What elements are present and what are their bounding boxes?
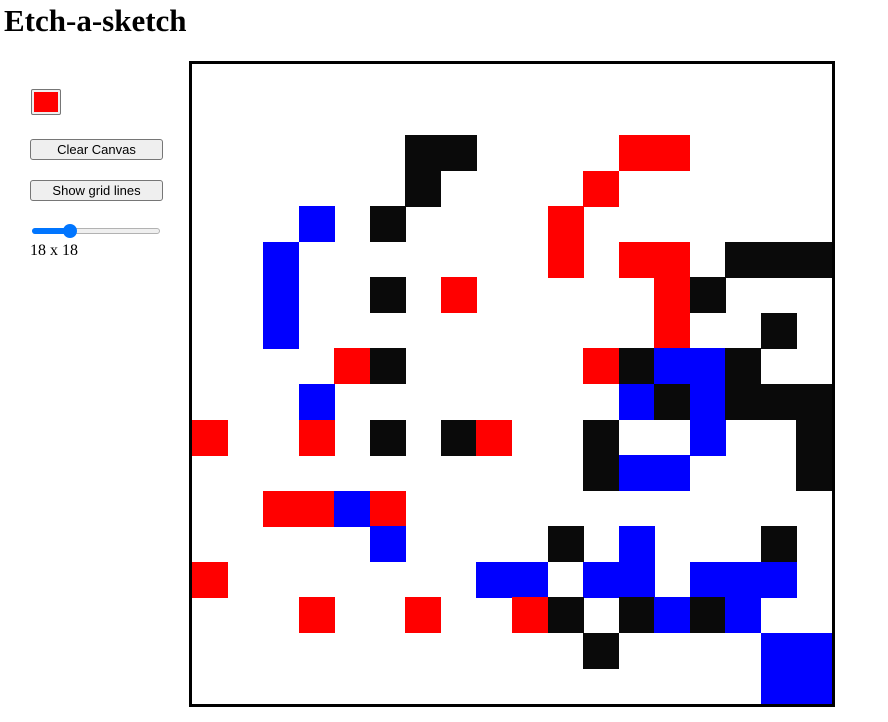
grid-size-label: 18 x 18 (30, 242, 78, 259)
grid-cell[interactable] (334, 490, 371, 527)
grid-cell[interactable] (334, 348, 371, 385)
grid-cell[interactable] (760, 632, 797, 669)
grid-cell[interactable] (583, 455, 620, 492)
grid-cell[interactable] (689, 384, 726, 421)
grid-cell[interactable] (618, 384, 655, 421)
grid-cell[interactable] (760, 561, 797, 598)
slider-fill (32, 228, 70, 234)
grid-cell[interactable] (654, 348, 691, 385)
grid-cell[interactable] (796, 384, 833, 421)
grid-cell[interactable] (298, 419, 335, 456)
grid-cell[interactable] (689, 597, 726, 634)
grid-cell[interactable] (583, 419, 620, 456)
grid-cell[interactable] (547, 597, 584, 634)
grid-cell[interactable] (654, 135, 691, 172)
grid-cell[interactable] (369, 277, 406, 314)
grid-cell[interactable] (263, 277, 300, 314)
grid-cell[interactable] (725, 561, 762, 598)
grid-cell[interactable] (440, 419, 477, 456)
grid-cell[interactable] (512, 561, 549, 598)
grid-cell[interactable] (547, 526, 584, 563)
grid-cell[interactable] (192, 561, 229, 598)
grid-cell[interactable] (298, 597, 335, 634)
grid-cell[interactable] (796, 455, 833, 492)
grid-cell[interactable] (618, 241, 655, 278)
grid-cell[interactable] (476, 561, 513, 598)
slider-thumb[interactable] (62, 224, 77, 238)
grid-cell[interactable] (192, 419, 229, 456)
grid-cell[interactable] (618, 597, 655, 634)
grid-cell[interactable] (654, 597, 691, 634)
grid-cell[interactable] (689, 277, 726, 314)
grid-cell[interactable] (618, 526, 655, 563)
grid-cell[interactable] (369, 348, 406, 385)
grid-cell[interactable] (760, 241, 797, 278)
grid-cell[interactable] (298, 384, 335, 421)
grid-cell[interactable] (583, 170, 620, 207)
grid-cell[interactable] (725, 241, 762, 278)
grid-cell[interactable] (654, 312, 691, 349)
grid-cell[interactable] (547, 206, 584, 243)
grid-cell[interactable] (583, 561, 620, 598)
grid-cell[interactable] (369, 490, 406, 527)
grid-cell[interactable] (298, 490, 335, 527)
clear-canvas-button[interactable]: Clear Canvas (30, 139, 163, 160)
grid-cell[interactable] (369, 206, 406, 243)
grid-cell[interactable] (654, 277, 691, 314)
grid-cell[interactable] (796, 632, 833, 669)
grid-cell[interactable] (618, 455, 655, 492)
color-swatch (34, 92, 58, 112)
grid-cell[interactable] (512, 597, 549, 634)
grid-cell[interactable] (654, 241, 691, 278)
grid-cell[interactable] (689, 561, 726, 598)
grid-cell[interactable] (263, 312, 300, 349)
grid-cell[interactable] (725, 348, 762, 385)
grid-cell[interactable] (476, 419, 513, 456)
show-grid-lines-button[interactable]: Show grid lines (30, 180, 163, 201)
grid-cell[interactable] (796, 419, 833, 456)
grid-cell[interactable] (440, 135, 477, 172)
grid-cell[interactable] (405, 597, 442, 634)
grid-cell[interactable] (263, 241, 300, 278)
grid-cell[interactable] (583, 348, 620, 385)
grid-cell[interactable] (725, 597, 762, 634)
grid-cell[interactable] (689, 419, 726, 456)
grid-cell[interactable] (263, 490, 300, 527)
grid-cell[interactable] (369, 526, 406, 563)
grid-cell[interactable] (654, 384, 691, 421)
grid-cell[interactable] (796, 241, 833, 278)
grid-cell[interactable] (760, 526, 797, 563)
grid-cell[interactable] (654, 455, 691, 492)
page-title: Etch-a-sketch (4, 3, 187, 38)
canvas-cells (192, 64, 833, 705)
grid-cell[interactable] (369, 419, 406, 456)
grid-cell[interactable] (760, 312, 797, 349)
grid-cell[interactable] (760, 384, 797, 421)
grid-cell[interactable] (583, 632, 620, 669)
color-picker[interactable] (31, 89, 61, 115)
grid-cell[interactable] (440, 277, 477, 314)
grid-cell[interactable] (618, 561, 655, 598)
grid-cell[interactable] (796, 668, 833, 705)
grid-cell[interactable] (618, 135, 655, 172)
grid-cell[interactable] (405, 135, 442, 172)
grid-cell[interactable] (760, 668, 797, 705)
grid-cell[interactable] (298, 206, 335, 243)
sketch-canvas[interactable] (189, 61, 835, 707)
grid-cell[interactable] (725, 384, 762, 421)
grid-size-slider[interactable] (32, 224, 160, 238)
grid-cell[interactable] (689, 348, 726, 385)
grid-cell[interactable] (618, 348, 655, 385)
grid-cell[interactable] (405, 170, 442, 207)
grid-cell[interactable] (547, 241, 584, 278)
